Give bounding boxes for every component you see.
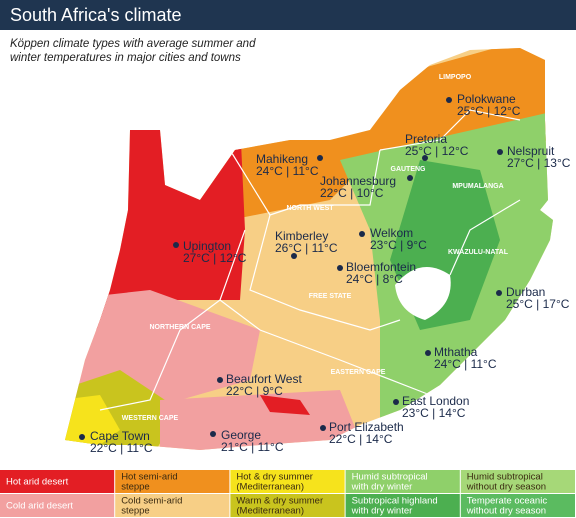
city-temps: 23°C | 9°C — [370, 238, 427, 252]
city-name: Durban — [506, 285, 545, 299]
subtitle: winter temperatures in major cities and … — [10, 52, 241, 64]
legend-label: Warm & dry summer — [236, 496, 323, 507]
city-temps: 25°C | 12°C — [405, 144, 469, 158]
legend-swatch — [230, 470, 345, 493]
city-dot — [446, 97, 452, 103]
city-temps: 27°C | 13°C — [507, 156, 571, 170]
legend-swatch — [115, 470, 230, 493]
province-label: EASTERN CAPE — [331, 369, 386, 376]
legend-swatch — [0, 494, 115, 517]
city-dot — [496, 290, 502, 296]
title: South Africa's climate — [10, 5, 182, 25]
legend-swatch — [460, 470, 575, 493]
city-name: Polokwane — [457, 92, 516, 106]
city-temps: 24°C | 8°C — [346, 272, 403, 286]
legend-label: Hot & dry summer — [236, 472, 313, 483]
city-name: Welkom — [370, 226, 413, 240]
subtitle: Köppen climate types with average summer… — [10, 38, 256, 50]
legend-label: steppe — [121, 506, 150, 517]
city-dot — [359, 231, 365, 237]
city-name: Kimberley — [275, 229, 328, 243]
legend-label: Subtropical highland — [352, 496, 438, 507]
legend-swatch — [230, 494, 345, 517]
city-name: Upington — [183, 239, 231, 253]
province-label: LIMPOPO — [439, 74, 472, 81]
city-name: Cape Town — [90, 429, 150, 443]
legend-label: with dry winter — [351, 482, 413, 493]
city-name: East London — [402, 394, 469, 408]
legend-swatch — [0, 470, 115, 493]
city-dot — [497, 149, 503, 155]
city-dot — [291, 253, 297, 259]
legend-swatch — [345, 470, 460, 493]
province-label: FREE STATE — [309, 293, 352, 300]
city-name: Mthatha — [434, 345, 478, 359]
legend-label: without dry season — [466, 506, 546, 517]
city-temps: 24°C | 11°C — [434, 357, 497, 371]
city-temps: 26°C | 11°C — [275, 241, 338, 255]
city-dot — [317, 155, 323, 161]
city-name: Port Elizabeth — [329, 420, 404, 434]
city-name: Nelspruit — [507, 144, 555, 158]
city-temps: 25°C | 12°C — [457, 104, 521, 118]
city-temps: 22°C | 11°C — [90, 441, 153, 455]
legend-label: (Mediterranean) — [236, 482, 304, 493]
province-label: WESTERN CAPE — [122, 415, 179, 422]
legend-label: Hot semi-arid — [121, 472, 178, 483]
header-bar — [0, 0, 576, 30]
city-name: Bloemfontein — [346, 260, 416, 274]
city-name: Mahikeng — [256, 152, 308, 166]
legend-label: Humid subtropical — [352, 472, 428, 483]
city-dot — [173, 242, 179, 248]
city-dot — [320, 425, 326, 431]
city-dot — [407, 175, 413, 181]
city-dot — [422, 155, 428, 161]
city-temps: 22°C | 9°C — [226, 384, 283, 398]
legend-label: with dry winter — [351, 506, 413, 517]
city-dot — [79, 434, 85, 440]
city-name: George — [221, 428, 261, 442]
city-dot — [217, 377, 223, 383]
legend-swatch — [345, 494, 460, 517]
legend-label: Cold semi-arid — [121, 496, 182, 507]
legend-swatch — [460, 494, 575, 517]
city-temps: 23°C | 14°C — [402, 406, 466, 420]
legend-label: Hot arid desert — [6, 477, 69, 488]
legend-label: Temperate oceanic — [467, 496, 548, 507]
province-label: MPUMALANGA — [452, 183, 503, 190]
city-temps: 27°C | 12°C — [183, 251, 247, 265]
legend-swatch — [115, 494, 230, 517]
legend-label: without dry season — [466, 482, 546, 493]
province-label: KWAZULU-NATAL — [448, 249, 509, 256]
city-name: Pretoria — [405, 132, 447, 146]
city-temps: 21°C | 11°C — [221, 440, 284, 454]
city-temps: 22°C | 10°C — [320, 186, 384, 200]
province-label: GAUTENG — [391, 166, 427, 173]
city-temps: 25°C | 17°C — [506, 297, 570, 311]
city-name: Johannesburg — [320, 174, 396, 188]
legend-label: (Mediterranean) — [236, 506, 304, 517]
city-dot — [337, 265, 343, 271]
city-dot — [393, 399, 399, 405]
legend-label: steppe — [121, 482, 150, 493]
city-temps: 24°C | 11°C — [256, 164, 319, 178]
city-dot — [210, 431, 216, 437]
legend-label: Cold arid desert — [6, 501, 73, 512]
legend-label: Humid subtropical — [467, 472, 543, 483]
city-name: Beaufort West — [226, 372, 302, 386]
city-dot — [425, 350, 431, 356]
province-label: NORTHERN CAPE — [149, 324, 210, 331]
province-label: NORTH WEST — [286, 205, 334, 212]
city-temps: 22°C | 14°C — [329, 432, 393, 446]
